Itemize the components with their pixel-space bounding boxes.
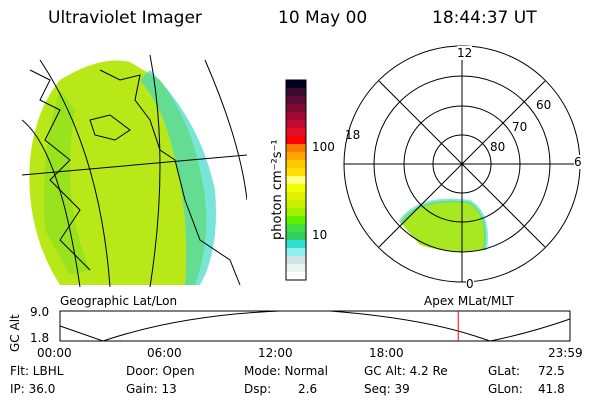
mlt-label-0: 0 bbox=[466, 277, 474, 291]
colorbar-swatch bbox=[286, 240, 306, 249]
seq-info: Seq: 39 bbox=[364, 382, 410, 396]
altitude-xtick: 00:00 bbox=[37, 346, 72, 360]
mode-info: Mode: Normal bbox=[244, 364, 328, 378]
altitude-curve bbox=[59, 310, 571, 342]
colorbar-swatch bbox=[286, 208, 306, 217]
mlt-label-18: 18 bbox=[345, 128, 361, 142]
lat-label-80: 80 bbox=[490, 140, 506, 154]
gain-info: Gain: 13 bbox=[126, 382, 177, 396]
lat-label-60: 60 bbox=[536, 98, 552, 112]
instrument-title: Ultraviolet Imager bbox=[48, 8, 202, 28]
dsp-label: Dsp: bbox=[244, 382, 272, 396]
glat-label: GLat: bbox=[488, 364, 521, 378]
colorbar-swatch bbox=[286, 128, 306, 137]
colorbar-swatch bbox=[286, 96, 306, 105]
colorbar-swatch bbox=[286, 152, 306, 161]
colorbar-swatch bbox=[286, 232, 306, 241]
colorbar-frame bbox=[285, 79, 307, 281]
mlt-label-12: 12 bbox=[457, 46, 473, 60]
altitude-xtick: 12:00 bbox=[258, 346, 293, 360]
altitude-xtick: 18:00 bbox=[369, 346, 404, 360]
glat-value: 72.5 bbox=[538, 364, 565, 378]
colorbar-swatch bbox=[286, 112, 306, 121]
colorbar-swatch bbox=[286, 224, 306, 233]
colorbar-swatch bbox=[286, 104, 306, 113]
ip-info: IP: 36.0 bbox=[10, 382, 56, 396]
altitude-plot bbox=[59, 310, 571, 342]
colorbar-tick: 10 bbox=[312, 228, 328, 242]
colorbar-swatch bbox=[286, 248, 306, 257]
colorbar-swatch bbox=[286, 176, 306, 185]
colorbar-swatch bbox=[286, 264, 306, 273]
door-info: Door: Open bbox=[126, 364, 195, 378]
lat-label-70: 70 bbox=[512, 120, 528, 134]
altitude-xtick: 23:59 bbox=[548, 346, 583, 360]
geographic-image bbox=[22, 55, 247, 287]
colorbar-swatch bbox=[286, 216, 306, 225]
date-label: 10 May 00 bbox=[278, 8, 368, 28]
colorbar-swatch bbox=[286, 256, 306, 265]
mlt-label-6: 6 bbox=[574, 155, 582, 169]
colorbar-label: photon cm⁻²s⁻¹ bbox=[270, 139, 285, 240]
colorbar-swatch bbox=[286, 184, 306, 193]
polar-plot bbox=[343, 45, 581, 283]
gc-alt-info: GC Alt: 4.2 Re bbox=[364, 364, 448, 378]
colorbar-tick: 100 bbox=[312, 140, 335, 154]
colorbar-swatch bbox=[286, 144, 306, 153]
filter-info: Flt: LBHL bbox=[10, 364, 64, 378]
colorbar-swatch bbox=[286, 88, 306, 97]
glon-value: 41.8 bbox=[538, 382, 565, 396]
colorbar-swatch bbox=[286, 272, 306, 281]
colorbar-swatch bbox=[286, 160, 306, 169]
auroral-oval bbox=[400, 200, 486, 252]
colorbar-swatch bbox=[286, 120, 306, 129]
dsp-value: 2.6 bbox=[298, 382, 318, 396]
altitude-ytick: 1.8 bbox=[30, 331, 50, 345]
colorbar-swatch bbox=[286, 168, 306, 177]
colorbar-swatch bbox=[286, 80, 306, 89]
colorbar bbox=[286, 80, 306, 281]
altitude-ytick: 9.0 bbox=[30, 305, 50, 319]
altitude-ylabel: GC Alt bbox=[8, 314, 22, 352]
colorbar-swatch bbox=[286, 192, 306, 201]
colorbar-swatch bbox=[286, 200, 306, 209]
time-label: 18:44:37 UT bbox=[432, 8, 537, 28]
glon-label: GLon: bbox=[488, 382, 523, 396]
colorbar-swatch bbox=[286, 136, 306, 145]
altitude-xtick: 06:00 bbox=[147, 346, 182, 360]
left-panel-title: Geographic Lat/Lon bbox=[60, 294, 178, 308]
right-panel-title: Apex MLat/MLT bbox=[424, 294, 514, 308]
